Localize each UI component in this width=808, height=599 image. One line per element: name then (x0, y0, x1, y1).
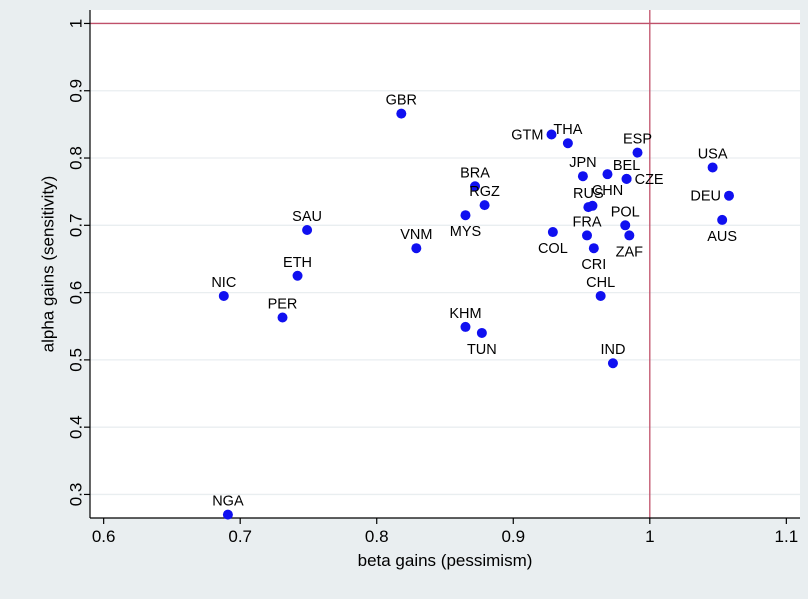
data-point (607, 358, 618, 369)
x-tick-label: 0.8 (365, 527, 389, 546)
point-label: RUS (573, 186, 604, 202)
point-label: BRA (460, 165, 490, 181)
x-tick-label: 0.7 (228, 527, 252, 546)
point-label: TUN (467, 342, 497, 358)
x-axis-title: beta gains (pessimism) (358, 551, 533, 570)
data-point (470, 181, 481, 192)
point-label: BEL (613, 158, 640, 174)
data-point (277, 312, 288, 323)
point-label: RGZ (469, 184, 500, 200)
point-label: CHN (592, 183, 623, 199)
data-point (292, 270, 303, 281)
y-tick-label: 0.3 (67, 483, 86, 507)
data-point (546, 129, 557, 140)
y-tick-label: 0.8 (67, 146, 86, 170)
data-point (602, 169, 613, 180)
point-label: CRI (581, 257, 606, 273)
point-label: KHM (449, 306, 481, 322)
data-point (562, 138, 573, 149)
plot-background (90, 10, 800, 518)
point-label: CZE (635, 172, 664, 188)
point-label: IND (600, 342, 625, 358)
data-point (582, 230, 592, 241)
point-label: DEU (690, 189, 721, 205)
y-tick-label: 1 (67, 19, 86, 28)
point-label: MYS (450, 224, 481, 240)
point-label: ESP (623, 132, 652, 148)
point-label: NIC (211, 275, 236, 291)
data-point (547, 227, 558, 238)
point-label: COL (538, 241, 568, 257)
data-point (222, 509, 233, 520)
x-tick-label: 0.9 (501, 527, 525, 546)
data-point (411, 243, 422, 254)
data-point (621, 173, 632, 184)
point-label: USA (698, 146, 728, 162)
point-label: AUS (707, 229, 737, 245)
data-point (302, 225, 313, 236)
point-label: JPN (569, 155, 596, 171)
data-point (396, 108, 407, 119)
point-label: GTM (511, 127, 543, 143)
axes: 0.6 0.7 0.8 0.9 1 1.1 0.3 0.4 0.5 0.6 0.7 0.8 0.9 1 (67, 10, 800, 546)
point-label: ETH (283, 255, 312, 271)
y-tick-label: 0.9 (67, 79, 86, 103)
y-axis-title: alpha gains (sensitivity) (39, 176, 58, 353)
point-label: GBR (386, 93, 417, 109)
reference-lines (90, 10, 800, 518)
data-point (460, 321, 471, 332)
point-label: POL (611, 204, 640, 220)
data-point (476, 327, 487, 338)
point-label: CHL (586, 275, 615, 291)
data-points (218, 108, 734, 520)
point-label: VNM (400, 227, 432, 243)
x-tick-label: 0.6 (92, 527, 116, 546)
point-label: SAU (292, 209, 322, 225)
data-point (595, 290, 606, 301)
data-point (620, 220, 631, 231)
grid-lines (90, 22, 800, 496)
data-point (460, 210, 471, 221)
point-label: NGA (212, 494, 244, 510)
data-point (218, 290, 229, 301)
data-point (479, 200, 490, 211)
y-tick-label: 0.4 (67, 415, 86, 439)
point-label: THA (553, 122, 582, 138)
y-tick-label: 0.7 (67, 213, 86, 237)
point-label: FRA (573, 214, 602, 230)
data-point (588, 243, 599, 254)
data-point (577, 171, 588, 182)
data-point (624, 230, 635, 241)
data-point (632, 147, 643, 158)
point-label: PER (268, 296, 298, 312)
x-tick-label: 1.1 (775, 527, 799, 546)
data-point (717, 214, 728, 225)
point-label: ZAF (616, 244, 644, 260)
data-point (724, 190, 734, 201)
y-tick-label: 0.5 (67, 348, 86, 372)
data-point (587, 200, 598, 211)
y-tick-label: 0.6 (67, 281, 86, 305)
data-point (707, 162, 718, 173)
x-tick-label: 1 (645, 527, 654, 546)
